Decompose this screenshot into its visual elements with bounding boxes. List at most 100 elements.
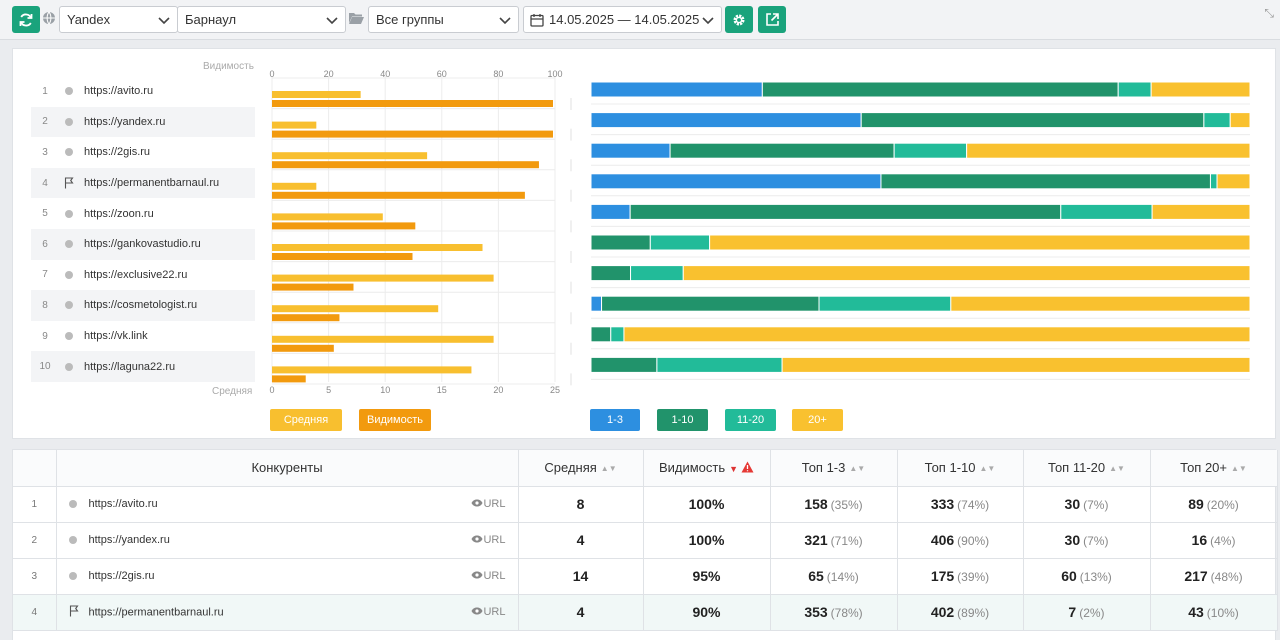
group-select[interactable]: Все группы (368, 6, 519, 33)
competitors-header[interactable]: Конкуренты (56, 450, 519, 487)
url-link[interactable]: URL (471, 570, 506, 582)
average-cell: 14 (518, 558, 644, 595)
average-bar (272, 213, 383, 221)
legend-top20-button[interactable]: 11-20 (725, 409, 776, 431)
table-row[interactable]: 3 https://2gis.ru URL 14 95% 65 (14%) 175 (39%) 6… (13, 558, 1278, 595)
url-link[interactable]: URL (471, 533, 506, 546)
url-link[interactable]: URL (471, 606, 506, 618)
top10-value: 406 (930, 532, 955, 548)
visibility-header[interactable]: Видимость ▼ (643, 450, 771, 487)
warning-icon (741, 461, 754, 473)
table-header-row: Конкуренты Средняя ▲▼ Видимость ▼ Топ 1-3 ▲… (13, 450, 1278, 487)
stack-segment (649, 234, 711, 251)
average-bar (272, 366, 472, 374)
average-cell: 4 (518, 594, 644, 631)
sort-icon: ▲▼ (1231, 464, 1247, 474)
site-list-item[interactable]: 5 https://zoon.ru (31, 198, 255, 229)
average-header[interactable]: Средняя ▲▼ (518, 450, 644, 487)
region-select[interactable]: Барнаул (177, 6, 346, 33)
url-link[interactable]: URL (471, 498, 506, 510)
competitors-table-panel: Конкуренты Средняя ▲▼ Видимость ▼ Топ 1-3 ▲… (12, 449, 1278, 640)
row-number: 1 (13, 486, 57, 523)
stack-segment (590, 295, 603, 312)
search-engine-select[interactable]: Yandex (59, 6, 178, 33)
competitor-cell: https://permanentbarnaul.ru URL (56, 594, 519, 631)
sort-icon: ▲▼ (1109, 464, 1125, 474)
sort-desc-icon: ▼ (729, 464, 739, 475)
status-dot-icon (65, 87, 73, 96)
site-url: https://vk.link (84, 330, 148, 343)
top20-header[interactable]: Топ 11-20 ▲▼ (1023, 450, 1151, 487)
site-number: 5 (42, 208, 48, 220)
top20-cell: 30 (7%) (1023, 486, 1151, 523)
refresh-button[interactable] (12, 6, 40, 33)
sort-icon: ▲▼ (979, 464, 996, 474)
top10-value: 175 (930, 568, 955, 584)
top3-cell: 65 (14%) (770, 558, 898, 595)
site-list-item[interactable]: 6 https://gankovastudio.ru (31, 228, 255, 260)
legend-top20plus-button[interactable]: 20+ (792, 409, 843, 431)
top10-header[interactable]: Топ 1-10 ▲▼ (897, 450, 1024, 487)
url-link-label: URL (483, 533, 506, 546)
competitor-url: https://2gis.ru (88, 570, 155, 582)
site-list-item[interactable]: 1 https://avito.ru (31, 76, 255, 107)
top20plus-value: 16 (1191, 532, 1208, 548)
site-number: 9 (42, 330, 48, 342)
top10-cell: 333 (74%) (897, 486, 1024, 523)
top20plus-header[interactable]: Топ 20+ ▲▼ (1150, 450, 1278, 487)
legend-top10-button[interactable]: 1-10 (657, 409, 708, 431)
visibility-bar (272, 222, 416, 230)
site-list-item[interactable]: 2 https://yandex.ru (31, 106, 255, 138)
table-row[interactable]: 4 https://permanentbarnaul.ru URL 4 90% 353 (7… (13, 594, 1278, 631)
pin-icon[interactable]: ⤡ (1264, 6, 1274, 20)
site-list-item[interactable]: 4 https://permanentbarnaul.ru (31, 167, 255, 199)
group-value: Все группы (376, 12, 444, 27)
refresh-icon (19, 13, 33, 26)
top3-value: 158 (804, 496, 828, 512)
table-row[interactable]: 2 https://yandex.ru URL 4 100% 321 (71%) 406 (90… (13, 522, 1278, 559)
date-range-picker[interactable]: 14.05.2025 — 14.05.2025 (523, 6, 722, 33)
site-list-item[interactable]: 9 https://vk.link (31, 321, 255, 352)
legend-top3-button[interactable]: 1-3 (590, 409, 640, 431)
stack-segment (950, 295, 1251, 312)
top-axis-tick: 60 (437, 69, 447, 79)
visibility-cell: 100% (643, 486, 771, 523)
flag-icon (64, 177, 74, 189)
site-list-item[interactable]: 7 https://exclusive22.ru (31, 260, 255, 291)
site-list-item[interactable]: 10 https://laguna22.ru (31, 351, 255, 382)
top10-cell: 175 (39%) (897, 558, 1024, 595)
legend-top20plus-label: 20+ (808, 414, 827, 426)
table-row[interactable]: 1 https://avito.ru URL 8 100% 158 (35%) 333 (74%… (13, 486, 1278, 523)
bottom-axis-tick: 15 (437, 385, 447, 395)
stack-segment (629, 203, 1062, 220)
legend-top20-label: 11-20 (736, 414, 765, 426)
export-button[interactable] (758, 6, 786, 33)
top20-percent: (13%) (1079, 570, 1112, 584)
site-url: https://avito.ru (84, 85, 154, 98)
row-number: 2 (13, 522, 57, 559)
globe-icon (43, 11, 55, 25)
stack-segment (1209, 173, 1218, 190)
visibility-header-label: Видимость (658, 460, 726, 476)
average-cell: 8 (518, 486, 644, 523)
site-list-item[interactable]: 8 https://cosmetologist.ru (31, 290, 255, 321)
chevron-down-icon (499, 17, 511, 25)
top3-cell: 158 (35%) (770, 486, 898, 523)
competitors-table: Конкуренты Средняя ▲▼ Видимость ▼ Топ 1-3 ▲… (13, 450, 1278, 631)
competitor-cell: https://avito.ru URL (56, 486, 519, 523)
site-url: https://laguna22.ru (84, 360, 176, 373)
chevron-down-icon (158, 17, 170, 25)
top-axis-tick: 40 (380, 69, 390, 79)
legend-visibility-button[interactable]: Видимость (359, 409, 431, 431)
settings-button[interactable] (725, 6, 753, 33)
index-header (13, 450, 57, 487)
top3-header[interactable]: Топ 1-3 ▲▼ (770, 450, 898, 487)
site-list-item[interactable]: 3 https://2gis.ru (31, 137, 255, 168)
bottom-axis-tick: 25 (550, 385, 560, 395)
stack-segment (966, 142, 1251, 159)
eye-icon (471, 607, 483, 614)
visibility-axis-title: Видимость (203, 61, 254, 72)
legend-average-button[interactable]: Средняя (270, 409, 342, 431)
top10-percent: (89%) (957, 606, 990, 620)
stack-segment (669, 142, 895, 159)
